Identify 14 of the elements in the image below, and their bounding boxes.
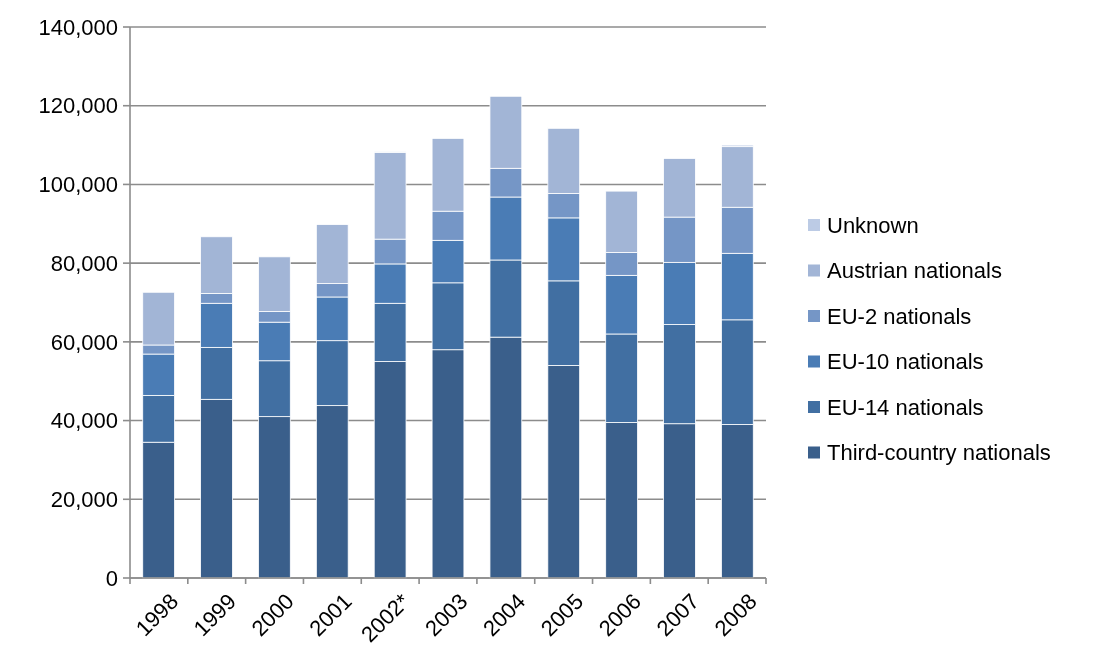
legend-label: Third-country nationals bbox=[827, 440, 1051, 466]
y-tick-label: 40,000 bbox=[50, 408, 118, 434]
y-tick-label: 100,000 bbox=[38, 172, 118, 198]
legend-label: Austrian nationals bbox=[827, 258, 1002, 284]
legend-label: EU-10 nationals bbox=[827, 349, 984, 375]
y-tick-label: 140,000 bbox=[38, 14, 118, 40]
y-tick-label: 80,000 bbox=[50, 250, 118, 276]
legend-label: EU-2 nationals bbox=[827, 303, 972, 329]
y-tick-label: 20,000 bbox=[50, 486, 118, 512]
legend-label: Unknown bbox=[827, 212, 919, 238]
y-tick-label: 60,000 bbox=[50, 329, 118, 355]
legend-label: EU-14 nationals bbox=[827, 394, 984, 420]
y-tick-label: 0 bbox=[105, 565, 118, 591]
y-tick-label: 120,000 bbox=[38, 93, 118, 119]
